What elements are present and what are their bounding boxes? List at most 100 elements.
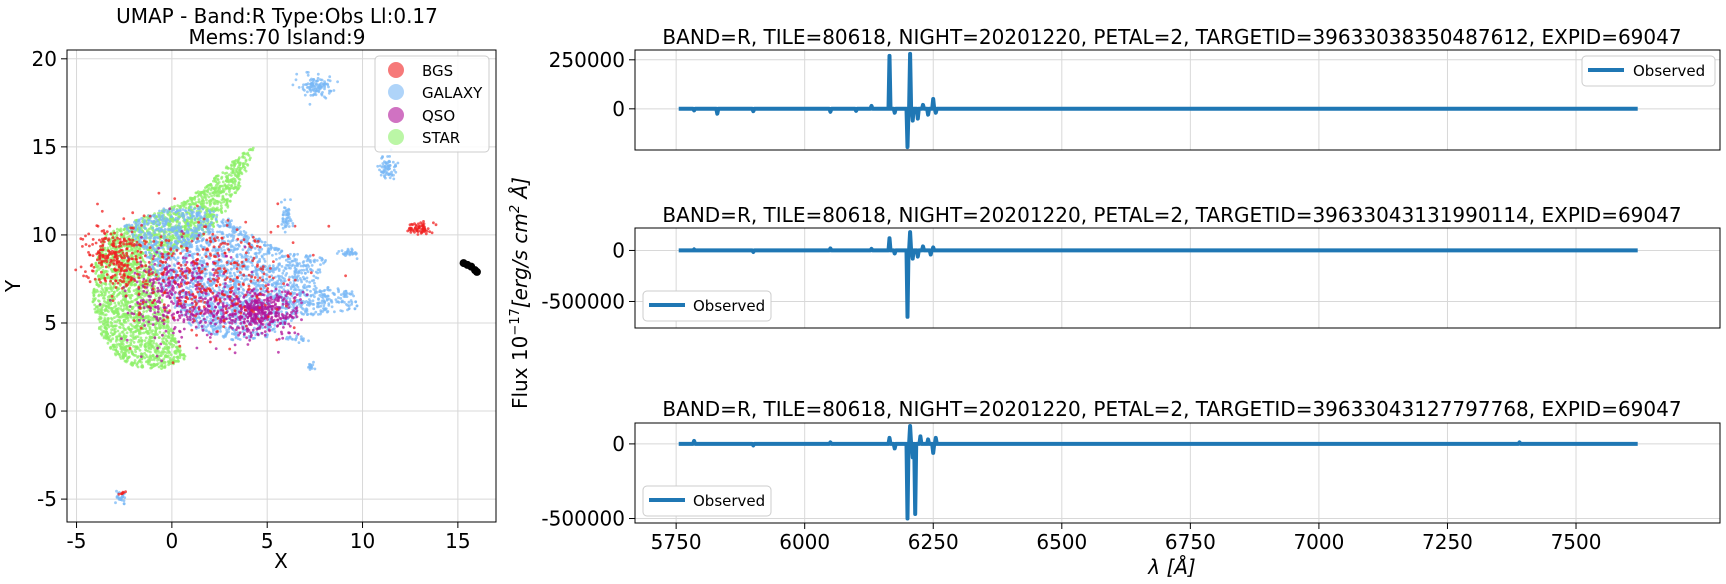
umap-point [242,288,246,292]
umap-point [170,227,174,231]
umap-point [268,329,271,333]
umap-point [151,267,155,271]
umap-point [198,214,202,218]
umap-point [121,303,125,306]
umap-point [175,279,179,282]
umap-point [105,334,109,338]
umap-point [144,251,148,255]
umap-point [173,337,177,340]
umap-point [119,326,122,329]
umap-point [298,277,302,280]
umap-point [156,358,159,362]
umap-point [159,228,163,232]
umap-point [226,269,230,272]
umap-point [208,231,212,235]
umap-point [238,184,242,188]
umap-point [212,281,216,285]
umap-point [232,271,236,275]
umap-point [261,326,264,330]
umap-point [211,191,215,195]
umap-point [253,247,257,250]
umap-point [128,263,132,267]
umap-point [207,195,211,199]
umap-point [220,206,224,210]
umap-point [248,291,252,294]
umap-point [293,253,296,257]
umap-point [132,341,136,344]
umap-point [288,257,292,261]
umap-point [146,341,150,344]
umap-point [263,260,267,263]
umap-point [163,231,166,234]
umap-point [226,186,230,190]
umap-point [121,289,124,293]
umap-point [152,222,155,226]
umap-point [217,194,221,198]
umap-point [195,319,199,323]
umap-point [136,335,140,338]
umap-point [209,324,213,328]
umap-point [305,279,309,283]
umap-point [310,264,314,267]
umap-point [186,230,190,234]
umap-point [218,273,222,277]
umap-point [205,209,208,212]
umap-point [300,306,304,310]
umap-point [142,310,146,313]
umap-point [273,323,277,327]
umap-point [133,230,137,234]
umap-point [123,338,127,342]
umap-point [104,320,108,324]
umap-point [162,264,166,267]
umap-point [102,303,105,306]
umap-point [240,267,244,271]
umap-point [151,304,154,308]
umap-point [350,290,354,293]
umap-point [113,320,117,323]
umap-point [293,269,297,273]
umap-point [156,333,159,336]
umap-point [192,214,196,218]
umap-point [98,320,102,324]
umap-point [114,339,118,343]
umap-point [106,317,110,320]
umap-point [219,306,223,309]
umap-point [230,164,234,168]
umap-point [150,363,153,367]
umap-point [101,320,104,323]
umap-point [148,327,152,330]
umap-point [233,274,237,277]
umap-point [216,327,220,331]
umap-point [93,303,97,307]
umap-point [151,332,155,336]
umap-point [278,251,282,255]
umap-point [312,274,316,278]
umap-point [314,289,317,293]
umap-point [162,210,166,214]
umap-point [215,213,219,217]
umap-point [96,310,99,314]
umap-point [178,353,182,357]
umap-point [219,204,223,208]
umap-point [206,324,210,327]
umap-point [142,331,146,335]
umap-point [116,329,120,333]
umap-point [151,260,155,264]
umap-point [216,189,220,192]
umap-point [273,248,277,252]
umap-point [211,230,215,234]
umap-point [103,297,106,300]
umap-point [239,171,242,175]
umap-point [118,353,121,356]
umap-point [182,308,186,311]
umap-point [208,224,212,228]
umap-point [179,233,183,236]
umap-point [289,285,293,289]
umap-point [261,255,264,259]
umap-point [323,288,327,292]
umap-point [160,350,164,354]
umap-point [306,312,310,316]
umap-point [121,292,124,296]
umap-point [229,225,233,229]
umap-point [137,226,141,230]
